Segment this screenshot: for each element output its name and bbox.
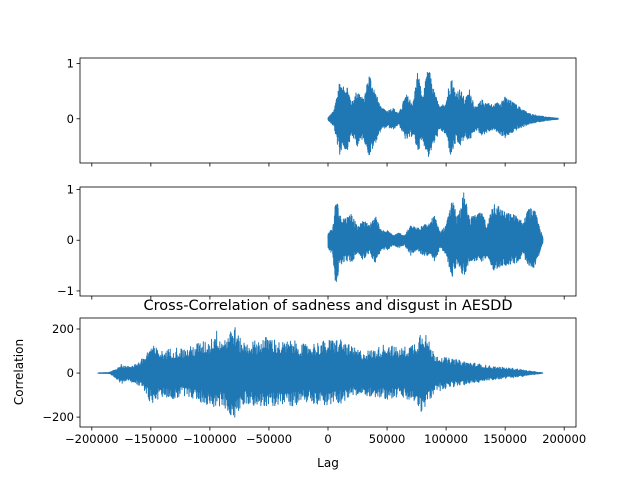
y-tick-label: −1 bbox=[57, 284, 74, 298]
x-axis-label: Lag bbox=[317, 456, 339, 470]
x-tick-label: −50000 bbox=[246, 432, 292, 446]
y-tick-label: 1 bbox=[67, 183, 74, 197]
chart-title: Cross-Correlation of sadness and disgust… bbox=[144, 298, 513, 314]
y-tick-label: 1 bbox=[67, 57, 74, 71]
y-tick-label: 0 bbox=[67, 112, 74, 126]
y-tick-label: −200 bbox=[42, 410, 74, 424]
x-tick-label: 0 bbox=[324, 432, 331, 446]
x-tick-label: 150000 bbox=[483, 432, 527, 446]
x-tick-label: −100000 bbox=[183, 432, 237, 446]
x-tick-label: 200000 bbox=[542, 432, 586, 446]
subplot-middle: 1 0 −1 bbox=[57, 183, 577, 300]
y-tick-label: 0 bbox=[67, 366, 74, 380]
x-tick-label: −150000 bbox=[124, 432, 178, 446]
series-line bbox=[97, 327, 544, 418]
x-tick-label: 50000 bbox=[369, 432, 406, 446]
subplot-bottom: Cross-Correlation of sadness and disgust… bbox=[12, 298, 586, 470]
y-tick-label: 0 bbox=[67, 233, 74, 247]
y-axis-label: Correlation bbox=[12, 339, 26, 405]
series-line bbox=[327, 192, 544, 282]
series-line bbox=[327, 71, 559, 157]
subplot-top: 10 bbox=[67, 57, 577, 167]
y-tick-label: 200 bbox=[52, 322, 74, 336]
x-tick-label: −200000 bbox=[65, 432, 119, 446]
x-tick-label: 100000 bbox=[424, 432, 468, 446]
